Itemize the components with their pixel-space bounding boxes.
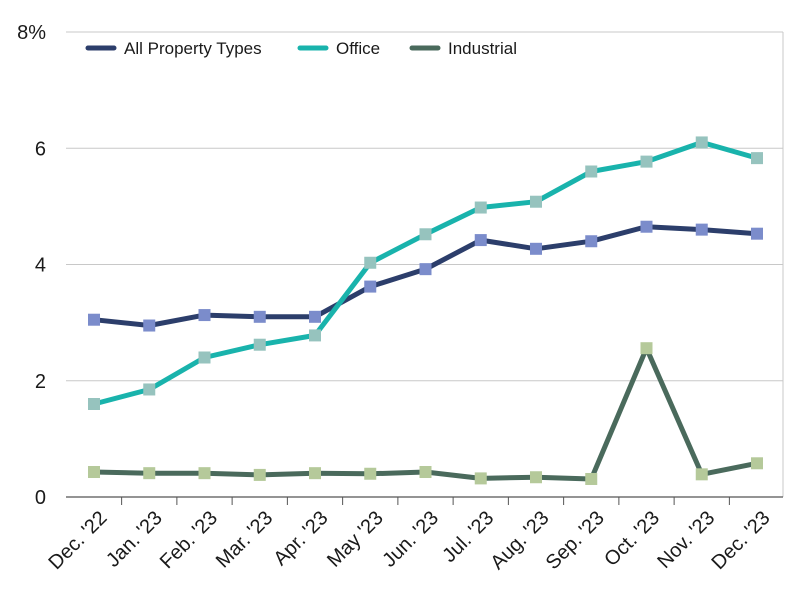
series-marker-1: [585, 165, 598, 178]
series-marker-0: [751, 227, 763, 240]
series-marker-1: [640, 155, 653, 168]
series-marker-0: [364, 280, 377, 293]
series-marker-1: [474, 201, 487, 214]
series-marker-0: [530, 242, 542, 255]
legend-label-0: All Property Types: [124, 39, 262, 58]
series-marker-0: [143, 319, 156, 332]
series-line-2: [91, 345, 760, 482]
y-tick-label: 8%: [17, 22, 46, 44]
x-tick-label: Oct. '23: [600, 507, 664, 571]
series-marker-2: [530, 471, 542, 484]
series-marker-2: [640, 342, 653, 355]
legend: All Property Types Office Industrial: [85, 39, 517, 58]
x-tick-label: Aug. '23: [487, 507, 554, 574]
x-tick-label: Feb. '23: [156, 507, 222, 573]
series-marker-2: [88, 466, 100, 479]
y-tick-label: 4: [35, 255, 46, 277]
series-marker-1: [530, 195, 542, 208]
series-marker-0: [198, 309, 211, 322]
series-marker-0: [585, 235, 598, 248]
series-marker-2: [198, 467, 211, 480]
gridlines: [66, 31, 784, 497]
series-marker-0: [695, 223, 708, 236]
x-tick-label: Jan. '23: [102, 507, 167, 572]
series-marker-1: [309, 329, 321, 342]
series-marker-0: [309, 310, 321, 323]
series-marker-2: [364, 467, 377, 480]
x-tick-label: Dec. '23: [708, 507, 775, 574]
series-marker-2: [751, 457, 763, 470]
x-tick-label: Mar. '23: [212, 507, 277, 572]
series-marker-1: [143, 383, 156, 396]
series-marker-1: [751, 152, 763, 165]
x-tick-label: Dec. '22: [45, 507, 112, 574]
series-marker-0: [419, 263, 432, 276]
series-markers: [88, 136, 763, 485]
x-tick-label: Apr. '23: [269, 507, 332, 570]
y-axis-tick-labels: 0 2 4 6 8%: [17, 22, 46, 509]
legend-label-1: Office: [336, 39, 380, 58]
series-marker-1: [88, 398, 100, 410]
x-tick-label: Nov. '23: [653, 507, 719, 573]
series-marker-2: [309, 467, 321, 480]
series-marker-2: [143, 467, 156, 480]
series-marker-1: [364, 256, 377, 269]
series-marker-0: [474, 234, 487, 247]
y-tick-label: 0: [35, 487, 46, 509]
series-marker-0: [88, 313, 100, 326]
series-marker-1: [198, 351, 211, 364]
legend-label-2: Industrial: [448, 39, 517, 58]
series-marker-2: [419, 466, 432, 479]
series-marker-2: [695, 468, 708, 481]
series-marker-0: [253, 310, 266, 323]
series-marker-1: [419, 228, 432, 241]
y-tick-label: 6: [35, 138, 46, 160]
series-line-0: [91, 224, 760, 328]
series-marker-2: [585, 472, 598, 485]
y-tick-label: 2: [35, 371, 46, 393]
series-marker-2: [253, 468, 266, 481]
x-tick-label: Jun. '23: [378, 507, 443, 572]
x-tick-label: Sep. '23: [542, 507, 609, 574]
series-marker-1: [695, 136, 708, 149]
series-marker-0: [640, 220, 653, 233]
series-marker-2: [474, 472, 487, 485]
series-marker-1: [253, 338, 266, 351]
series-lines: [91, 139, 760, 482]
x-tick-label: May '23: [323, 507, 388, 572]
